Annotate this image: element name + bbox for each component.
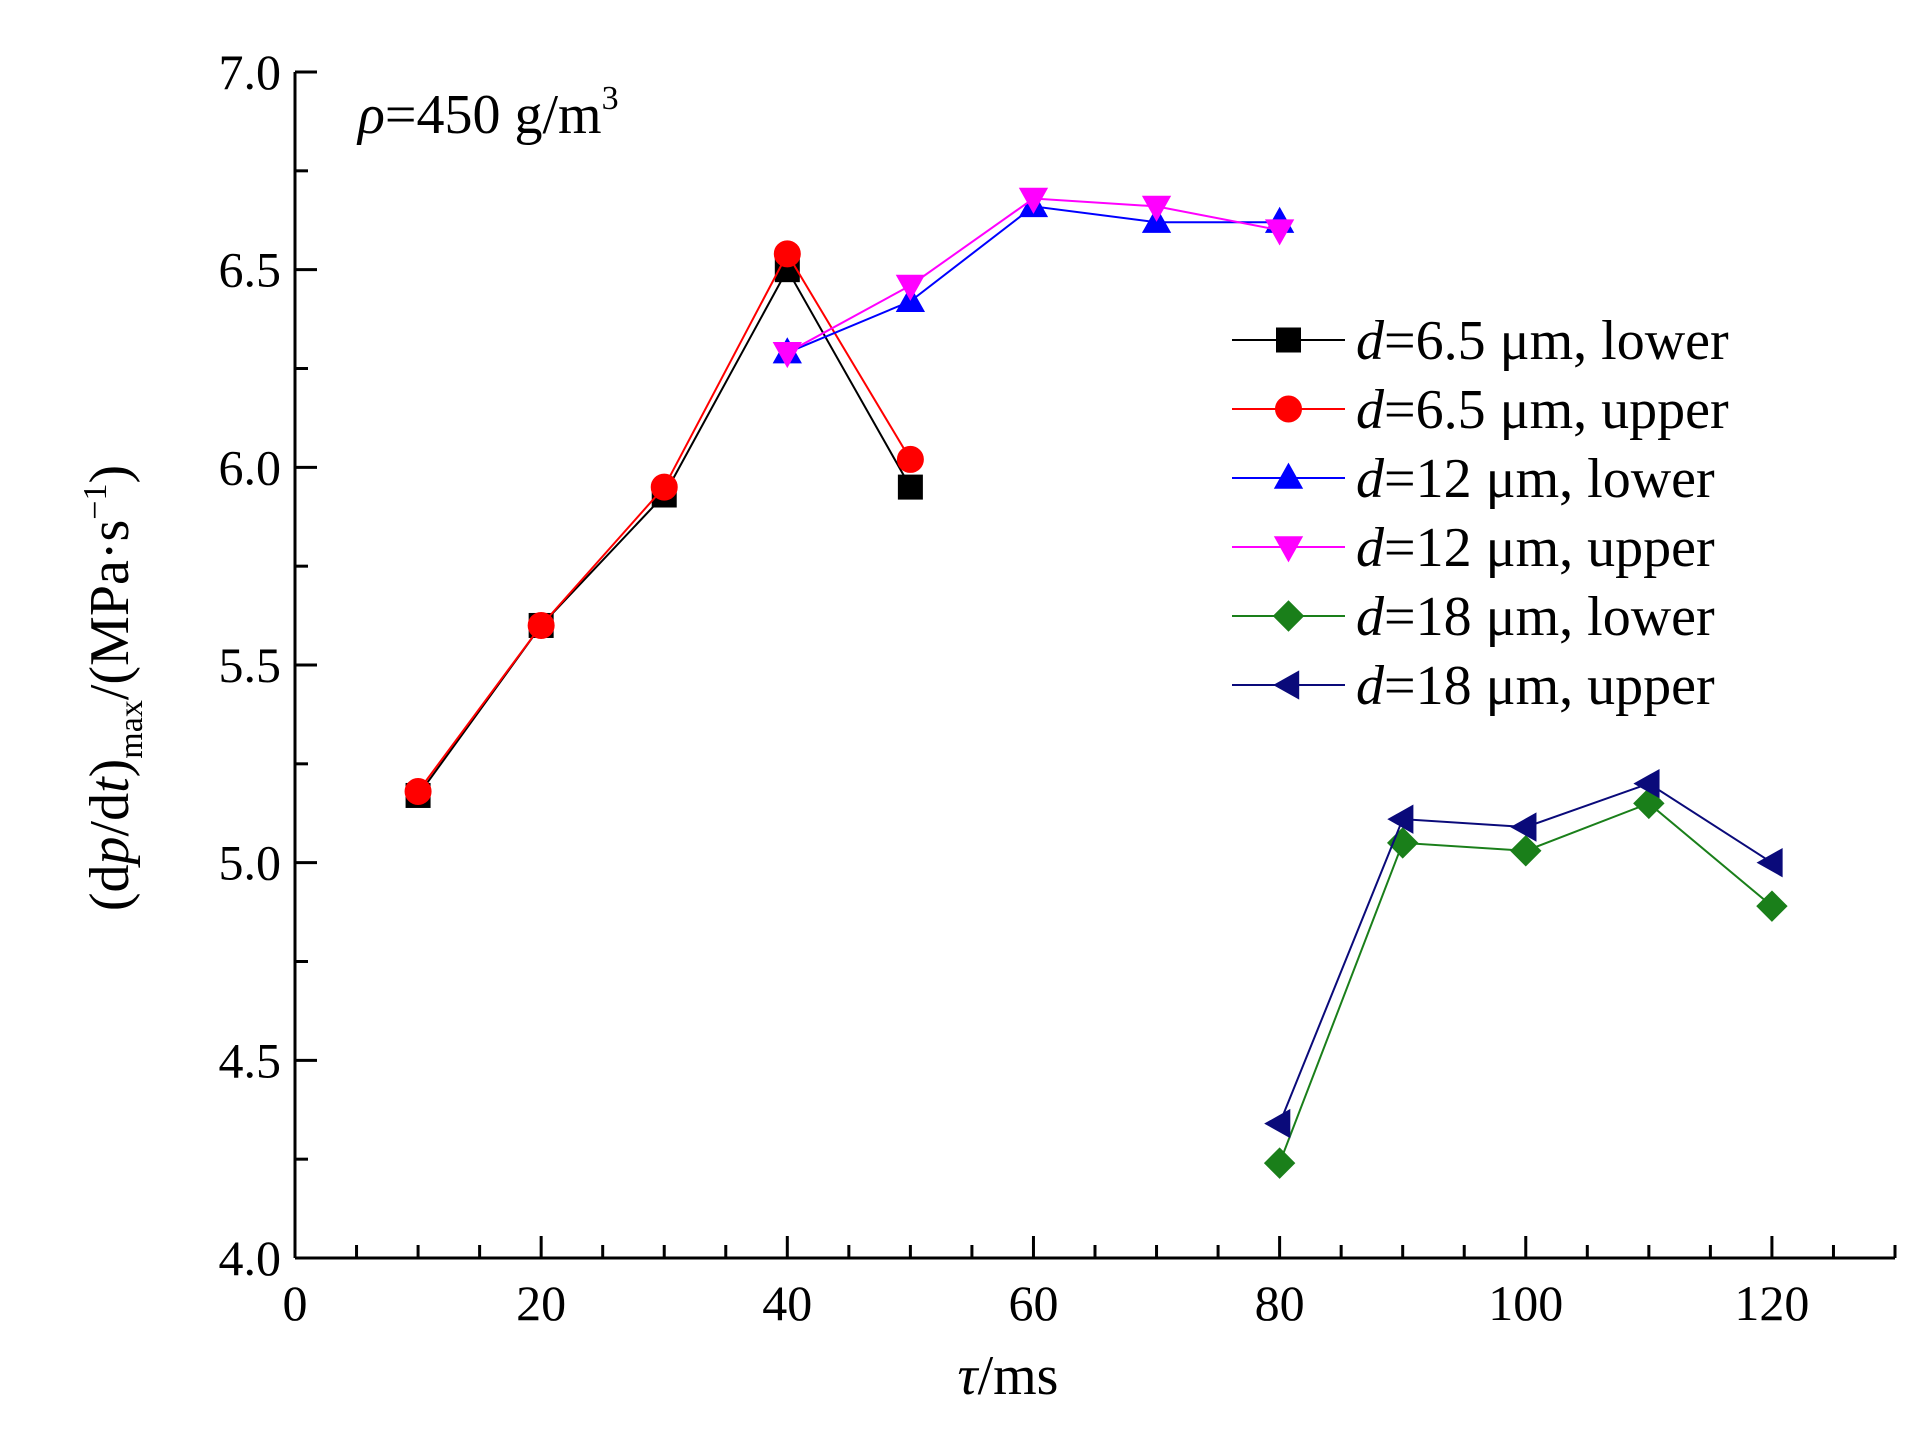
x-tick-label: 40 bbox=[762, 1275, 812, 1331]
triangle-up-marker bbox=[1273, 462, 1304, 489]
triangle-left-marker bbox=[1510, 812, 1537, 842]
y-title-t-symbol: t bbox=[79, 776, 141, 793]
legend-item: d=18 μm, lower bbox=[1232, 586, 1715, 648]
legend-label-rest: =18 μm, upper bbox=[1384, 655, 1715, 717]
legend-label: d=12 μm, upper bbox=[1356, 517, 1715, 579]
triangle-down-marker bbox=[1141, 195, 1172, 222]
triangle-left-marker bbox=[1264, 1108, 1291, 1139]
series-line bbox=[786, 205, 1280, 354]
series-line bbox=[417, 251, 912, 793]
x-tick-label: 20 bbox=[516, 1275, 566, 1331]
legend-label-rest: =12 μm, lower bbox=[1384, 448, 1715, 510]
square-marker bbox=[1276, 327, 1301, 353]
legend-label-italic: d bbox=[1356, 310, 1385, 372]
series-5 bbox=[1263, 787, 1788, 1179]
circle-marker bbox=[1275, 395, 1302, 423]
diamond-marker bbox=[1510, 835, 1542, 867]
legend-item: d=6.5 μm, upper bbox=[1232, 379, 1729, 441]
circle-marker bbox=[404, 778, 432, 806]
legend-label-italic: d bbox=[1356, 448, 1385, 510]
triangle-left-marker bbox=[1633, 768, 1660, 799]
series-layer bbox=[404, 187, 1788, 1179]
triangle-down-marker bbox=[895, 274, 926, 301]
legend-label-rest: =6.5 μm, upper bbox=[1384, 379, 1729, 441]
legend-label-rest: =6.5 μm, lower bbox=[1384, 310, 1729, 372]
legend-item: d=6.5 μm, lower bbox=[1232, 310, 1729, 372]
legend-label: d=18 μm, lower bbox=[1356, 586, 1715, 648]
series-2 bbox=[404, 240, 924, 806]
annotation-rest: =450 g/m bbox=[385, 84, 602, 146]
y-tick-label: 4.0 bbox=[219, 1230, 282, 1286]
legend-label: d=12 μm, lower bbox=[1356, 448, 1715, 510]
triangle-down-marker bbox=[1018, 187, 1049, 214]
y-tick-label: 7.0 bbox=[219, 44, 282, 100]
x-axis-title-symbol: τ bbox=[958, 1345, 980, 1407]
legend-label-italic: d bbox=[1356, 586, 1385, 648]
y-title-part4: /(MPa·s bbox=[79, 520, 141, 700]
y-tick-label: 6.0 bbox=[219, 439, 282, 495]
legend-item: d=12 μm, upper bbox=[1232, 517, 1715, 579]
y-title-superscript: −1 bbox=[77, 484, 114, 520]
legend-label-italic: d bbox=[1356, 517, 1385, 579]
x-axis-title: τ/ms bbox=[958, 1345, 1059, 1407]
series-6 bbox=[1264, 768, 1783, 1139]
diamond-marker bbox=[1756, 890, 1788, 922]
triangle-down-marker bbox=[772, 341, 802, 369]
series-1 bbox=[405, 257, 923, 808]
y-title-part3: ) bbox=[79, 759, 141, 778]
y-tick-label: 5.5 bbox=[219, 637, 282, 693]
series-line bbox=[417, 267, 912, 797]
circle-marker bbox=[527, 611, 555, 639]
y-title-part2: /d bbox=[79, 793, 141, 837]
triangle-left-marker bbox=[1756, 848, 1783, 878]
diamond-marker bbox=[1263, 1147, 1296, 1179]
x-tick-label: 100 bbox=[1488, 1275, 1563, 1331]
x-tick-label: 80 bbox=[1255, 1275, 1305, 1331]
x-tick-label: 60 bbox=[1008, 1275, 1058, 1331]
legend-label-rest: =18 μm, lower bbox=[1384, 586, 1715, 648]
legend-label: d=18 μm, upper bbox=[1356, 655, 1715, 717]
annotation-rho-symbol: ρ bbox=[356, 84, 385, 146]
y-title-p-symbol: p bbox=[79, 836, 141, 868]
y-tick-label: 6.5 bbox=[219, 242, 282, 298]
y-title-part5: ) bbox=[79, 465, 141, 484]
legend-label-italic: d bbox=[1356, 655, 1385, 717]
diamond-marker bbox=[1272, 600, 1305, 632]
legend-label: d=6.5 μm, lower bbox=[1356, 310, 1729, 372]
triangle-down-marker bbox=[1273, 536, 1304, 563]
legend-label-rest: =12 μm, upper bbox=[1384, 517, 1715, 579]
circle-marker bbox=[650, 473, 678, 501]
triangle-down-marker bbox=[1264, 219, 1295, 246]
y-axis-title: (dp/dt)max/(MPa·s−1) bbox=[77, 465, 150, 911]
x-axis-title-rest: /ms bbox=[978, 1345, 1059, 1407]
x-tick-label: 120 bbox=[1734, 1275, 1809, 1331]
axes: 0 20 40 60 80 100 120 4.0 4.5 5.0 5.5 6.0 6.5 7.0 bbox=[219, 44, 1897, 1331]
series-4 bbox=[772, 187, 1295, 369]
density-annotation: ρ=450 g/m3 bbox=[356, 80, 619, 146]
y-title-part1: (d bbox=[79, 864, 141, 911]
legend-item: d=18 μm, upper bbox=[1232, 655, 1715, 717]
triangle-left-marker bbox=[1387, 804, 1414, 834]
y-tick-label: 5.0 bbox=[219, 835, 282, 891]
legend-item: d=12 μm, lower bbox=[1232, 448, 1715, 510]
circle-marker bbox=[773, 240, 801, 268]
legend-label-italic: d bbox=[1356, 379, 1385, 441]
legend-label: d=6.5 μm, upper bbox=[1356, 379, 1729, 441]
y-tick-label: 4.5 bbox=[219, 1032, 282, 1088]
y-title-subscript: max bbox=[113, 700, 150, 759]
circle-marker bbox=[896, 445, 924, 473]
triangle-left-marker bbox=[1273, 670, 1300, 700]
square-marker bbox=[897, 474, 923, 500]
annotation-sup: 3 bbox=[602, 80, 619, 117]
x-tick-label: 0 bbox=[283, 1275, 308, 1331]
